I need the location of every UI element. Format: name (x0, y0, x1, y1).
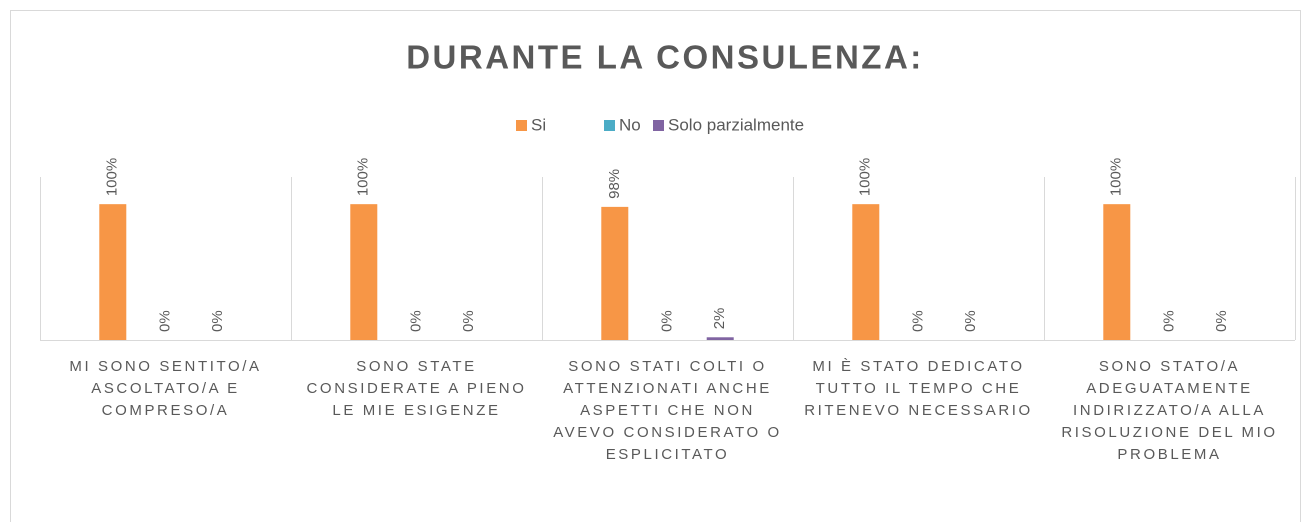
data-label: 0% (1160, 310, 1177, 332)
data-label: 2% (711, 308, 728, 330)
legend-swatch (653, 120, 664, 131)
data-label: 100% (857, 158, 874, 196)
data-label: 0% (407, 310, 424, 332)
data-label: 0% (909, 310, 926, 332)
x-tick-label: SONO STATO/A ADEGUATAMENTE INDIRIZZATO/A… (1061, 358, 1278, 463)
data-label: 0% (460, 310, 477, 332)
bar (1103, 204, 1131, 340)
legend-swatch (604, 120, 615, 131)
data-label: 100% (1108, 158, 1125, 196)
chart-border (10, 10, 1301, 522)
data-label: 0% (658, 310, 675, 332)
bar (601, 206, 629, 340)
data-label: 98% (606, 169, 623, 199)
x-tick-label: MI È STATO DEDICATO TUTTO IL TEMPO CHE R… (804, 358, 1033, 419)
x-tick-label: SONO STATI COLTI O ATTENZIONATI ANCHE AS… (553, 358, 782, 463)
data-label: 100% (355, 158, 372, 196)
legend-label: Si (531, 115, 546, 134)
legend-swatch (516, 120, 527, 131)
data-label: 0% (156, 310, 173, 332)
legend-label: No (619, 115, 641, 134)
x-tick-label: SONO STATE CONSIDERATE A PIENO LE MIE ES… (306, 358, 527, 419)
data-label: 0% (1213, 310, 1230, 332)
chart-title: DURANTE LA CONSULENZA: (406, 39, 924, 76)
bar (99, 204, 127, 340)
x-tick-label: MI SONO SENTITO/A ASCOLTATO/A E COMPRESO… (69, 358, 262, 419)
bar (350, 204, 378, 340)
data-label: 100% (104, 158, 121, 196)
data-label: 0% (209, 310, 226, 332)
data-label: 0% (962, 310, 979, 332)
legend-label: Solo parzialmente (668, 115, 804, 134)
bar (706, 337, 734, 340)
bar (852, 204, 880, 340)
